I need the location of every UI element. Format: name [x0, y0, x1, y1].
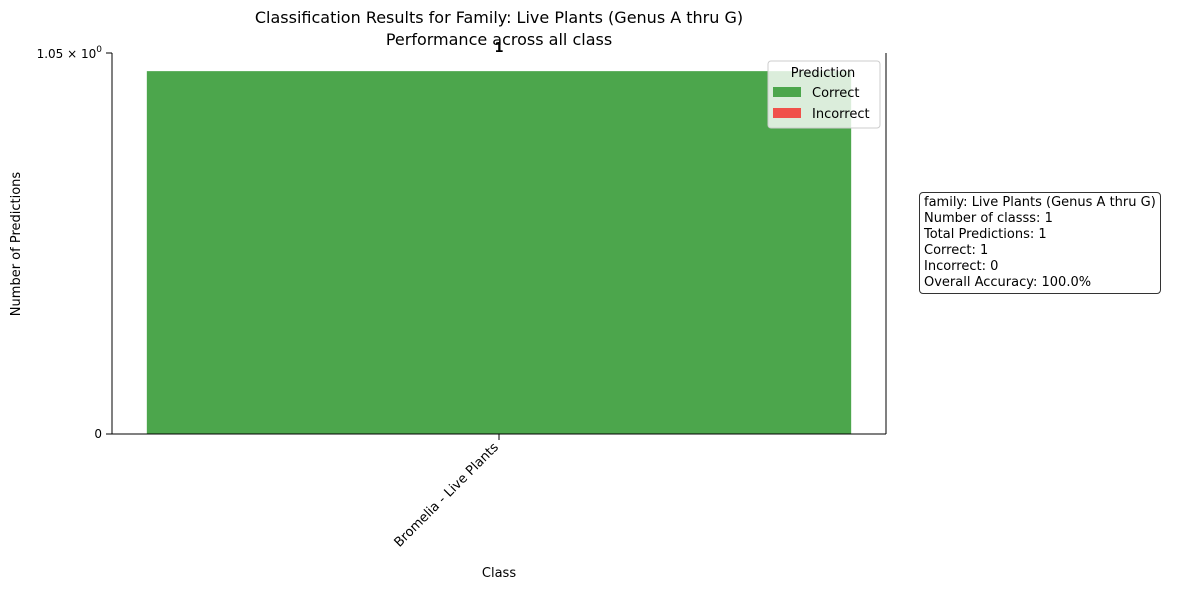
info-line-total: Total Predictions: 1 — [924, 227, 1047, 242]
info-line-correct: Correct: 1 — [924, 243, 989, 258]
info-line-accuracy: Overall Accuracy: 100.0% — [924, 275, 1092, 290]
y-tick-label-zero: 0 — [94, 427, 102, 441]
x-tick-label: Bromelia - Live Plants — [392, 440, 502, 550]
y-axis-label: Number of Predictions — [9, 172, 24, 317]
info-line-family: family: Live Plants (Genus A thru G) — [924, 195, 1156, 210]
chart-title: Classification Results for Family: Live … — [255, 8, 743, 27]
legend-label-correct: Correct — [812, 86, 859, 101]
legend: Prediction Correct Incorrect — [767, 60, 881, 129]
x-ticks-group: Bromelia - Live Plants — [392, 434, 502, 550]
summary-info-box: family: Live Plants (Genus A thru G) Num… — [919, 192, 1161, 294]
x-axis-label: Class — [482, 566, 516, 581]
chart-subtitle: Performance across all class — [386, 30, 612, 49]
info-line-incorrect: Incorrect: 0 — [924, 259, 999, 274]
legend-swatch-incorrect — [773, 108, 801, 118]
bar-correct — [146, 71, 852, 435]
bar-total-label: 1 — [494, 41, 503, 56]
legend-label-incorrect: Incorrect — [812, 107, 870, 122]
legend-title: Prediction — [791, 66, 856, 81]
info-line-num-classes: Number of classs: 1 — [924, 211, 1053, 226]
legend-swatch-correct — [773, 87, 801, 97]
bars-group: 1 — [146, 41, 852, 435]
y-tick-label-top: 1.05 × 100 — [37, 45, 103, 61]
